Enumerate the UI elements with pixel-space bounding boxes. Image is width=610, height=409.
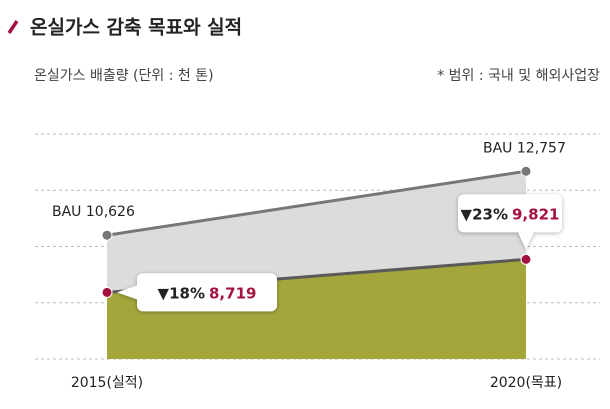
x-tick-label: 2015(실적) (71, 375, 143, 391)
scope-note: * 범위 : 국내 및 해외사업장 (437, 68, 600, 84)
chart-subtitle: 온실가스 배출량 (단위 : 천 톤) (34, 68, 214, 84)
callout (117, 273, 277, 312)
callout-pointer (518, 232, 534, 250)
callout-box (458, 194, 562, 233)
change-label: ▼18% (158, 284, 205, 302)
point-marker (101, 286, 113, 298)
data-label: 8,719 (209, 284, 256, 302)
callout-box (137, 273, 277, 312)
series-line (106, 169, 527, 237)
point-marker (520, 165, 532, 177)
point-marker (520, 253, 532, 265)
title-icon (7, 20, 19, 34)
overlay: BAU 10,626 BAU 12,757 ▼18% 8,719 ▼23% 9,821 20… (52, 140, 566, 391)
data-label: 9,821 (512, 205, 559, 223)
chart-title: 온실가스 감축 목표와 실적 (30, 17, 242, 39)
point-marker (101, 229, 113, 241)
x-tick-label: 2020(목표) (490, 375, 562, 391)
callout (458, 194, 562, 250)
data-label: BAU 12,757 (483, 140, 566, 156)
callout-pointer (117, 285, 137, 300)
data-label: BAU 10,626 (52, 204, 135, 220)
callout-label: ▼18% 8,719 (158, 284, 257, 302)
callout-label: ▼23% 9,821 (461, 205, 560, 223)
change-label: ▼23% (461, 205, 508, 223)
